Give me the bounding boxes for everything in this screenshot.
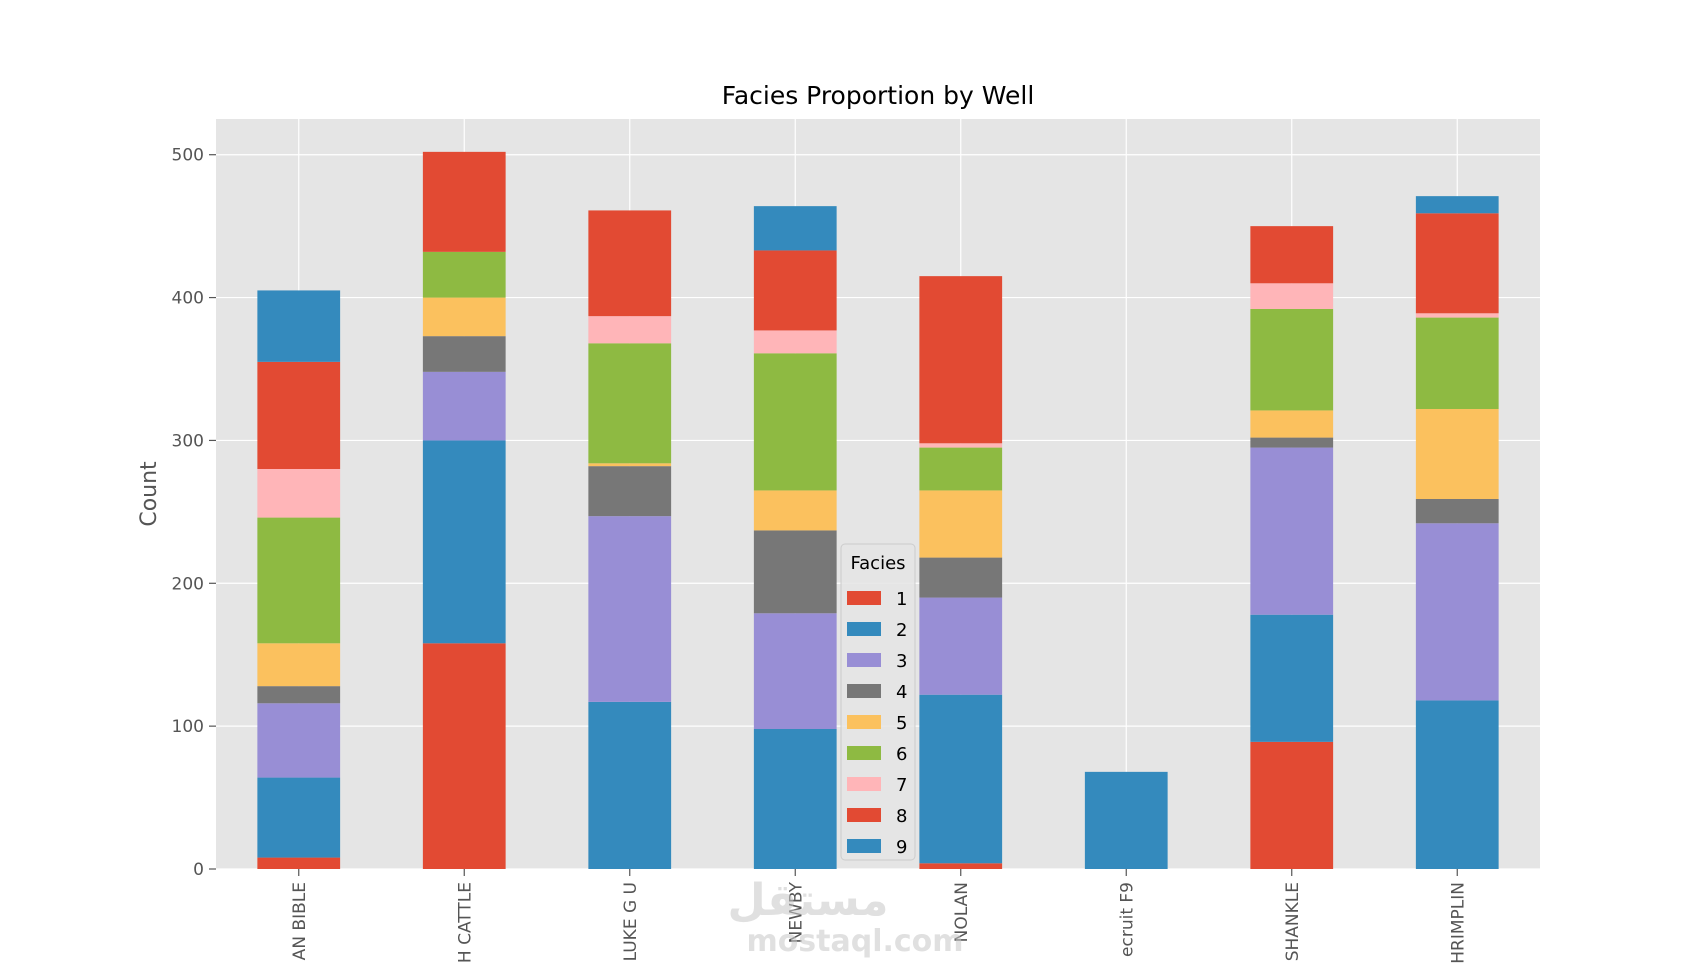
bar-segment <box>588 343 672 464</box>
bar-segment <box>753 206 837 251</box>
bar-segment <box>1415 523 1499 701</box>
x-tick-label: AN BIBLE <box>290 882 310 960</box>
bar-segment <box>588 466 672 517</box>
bar-segment <box>1415 700 1499 869</box>
bar-segment <box>588 210 672 317</box>
bar-segment <box>257 643 341 687</box>
legend-label: 3 <box>896 651 907 672</box>
bars-group <box>257 151 1499 869</box>
bar-segment <box>588 316 672 344</box>
watermark: مستقل mostaql.com <box>728 875 964 959</box>
bar-segment <box>1415 499 1499 524</box>
bar-segment <box>753 490 837 531</box>
legend-swatch <box>847 622 881 636</box>
bar-segment <box>1250 447 1334 615</box>
bar-segment <box>753 729 837 869</box>
bar-segment <box>753 250 837 331</box>
legend-label: 1 <box>896 589 907 610</box>
legend-swatch <box>847 746 881 760</box>
legend-label: 2 <box>896 620 907 641</box>
bar-segment <box>1415 213 1499 314</box>
legend-label: 4 <box>896 682 907 703</box>
bar-segment <box>1250 309 1334 411</box>
bar-segment <box>422 297 506 337</box>
bar-segment <box>1250 437 1334 448</box>
x-tick-label: ecruit F9 <box>1117 882 1137 957</box>
bar-segment <box>1084 771 1168 869</box>
legend-swatch <box>847 715 881 729</box>
bar-segment <box>919 597 1003 695</box>
bar-segment <box>1250 283 1334 309</box>
y-tick-label: 400 <box>172 289 204 309</box>
bar-segment <box>588 516 672 702</box>
bar-segment <box>753 613 837 729</box>
x-tick-label: HRIMPLIN <box>1448 882 1468 964</box>
bar-segment <box>257 857 341 869</box>
y-tick-label: 200 <box>172 574 204 594</box>
bar-segment <box>919 490 1003 558</box>
y-axis-label: Count <box>137 461 162 527</box>
bar-segment <box>919 863 1003 869</box>
chart-title: Facies Proportion by Well <box>722 81 1035 110</box>
bar-segment <box>753 530 837 614</box>
bar-segment <box>1250 226 1334 284</box>
bar-segment <box>257 777 341 858</box>
legend-swatch <box>847 653 881 667</box>
bar-segment <box>257 703 341 778</box>
legend-title: Facies <box>850 553 905 574</box>
bar-segment <box>1250 614 1334 742</box>
bar-segment <box>422 251 506 298</box>
legend-label: 6 <box>896 744 907 765</box>
legend-swatch <box>847 839 881 853</box>
x-tick-label: NOLAN <box>952 882 972 942</box>
bar-segment <box>257 290 341 362</box>
bar-segment <box>257 469 341 518</box>
y-axis: 0 100 200 300 400 500 <box>172 146 216 880</box>
bar-segment <box>1415 317 1499 409</box>
x-tick-label: NEWBY <box>786 881 806 943</box>
bar-segment <box>919 557 1003 598</box>
bar-segment <box>422 336 506 372</box>
bar-segment <box>1250 741 1334 869</box>
legend: Facies 1 2 3 4 5 6 7 8 9 <box>840 543 916 861</box>
bar-segment <box>919 276 1003 444</box>
bar-segment <box>257 517 341 644</box>
bar-segment <box>1415 196 1499 214</box>
bar-segment <box>257 686 341 704</box>
bar-segment <box>1415 313 1499 318</box>
x-tick-label: LUKE G U <box>621 882 641 961</box>
watermark-logo: مستقل <box>728 875 889 926</box>
x-tick-label: H CATTLE <box>455 882 475 963</box>
bar-segment <box>422 440 506 644</box>
legend-label: 5 <box>896 713 907 734</box>
bar-segment <box>1250 410 1334 438</box>
x-axis: AN BIBLE H CATTLE LUKE G U NEWBY NOLAN ecruit… <box>290 869 1468 964</box>
y-tick-label: 300 <box>172 431 204 451</box>
legend-label: 9 <box>896 837 907 858</box>
bar-segment <box>753 353 837 491</box>
bar-segment <box>919 443 1003 448</box>
bar-segment <box>919 694 1003 864</box>
legend-label: 7 <box>896 775 907 796</box>
bar-segment <box>588 463 672 467</box>
bar-segment <box>588 701 672 869</box>
bar-segment <box>422 643 506 869</box>
bar-segment <box>257 361 341 469</box>
bar-segment <box>919 447 1003 491</box>
bar-segment <box>422 151 506 252</box>
y-tick-label: 100 <box>172 717 204 737</box>
watermark-url: mostaql.com <box>746 924 963 959</box>
legend-label: 8 <box>896 806 907 827</box>
legend-swatch <box>847 684 881 698</box>
legend-swatch <box>847 777 881 791</box>
bar-segment <box>753 330 837 354</box>
bar-segment <box>422 371 506 441</box>
legend-swatch <box>847 591 881 605</box>
legend-swatch <box>847 808 881 822</box>
y-tick-label: 500 <box>172 146 204 166</box>
y-tick-label: 0 <box>193 860 204 880</box>
x-tick-label: SHANKLE <box>1283 882 1303 961</box>
bar-segment <box>1415 409 1499 499</box>
